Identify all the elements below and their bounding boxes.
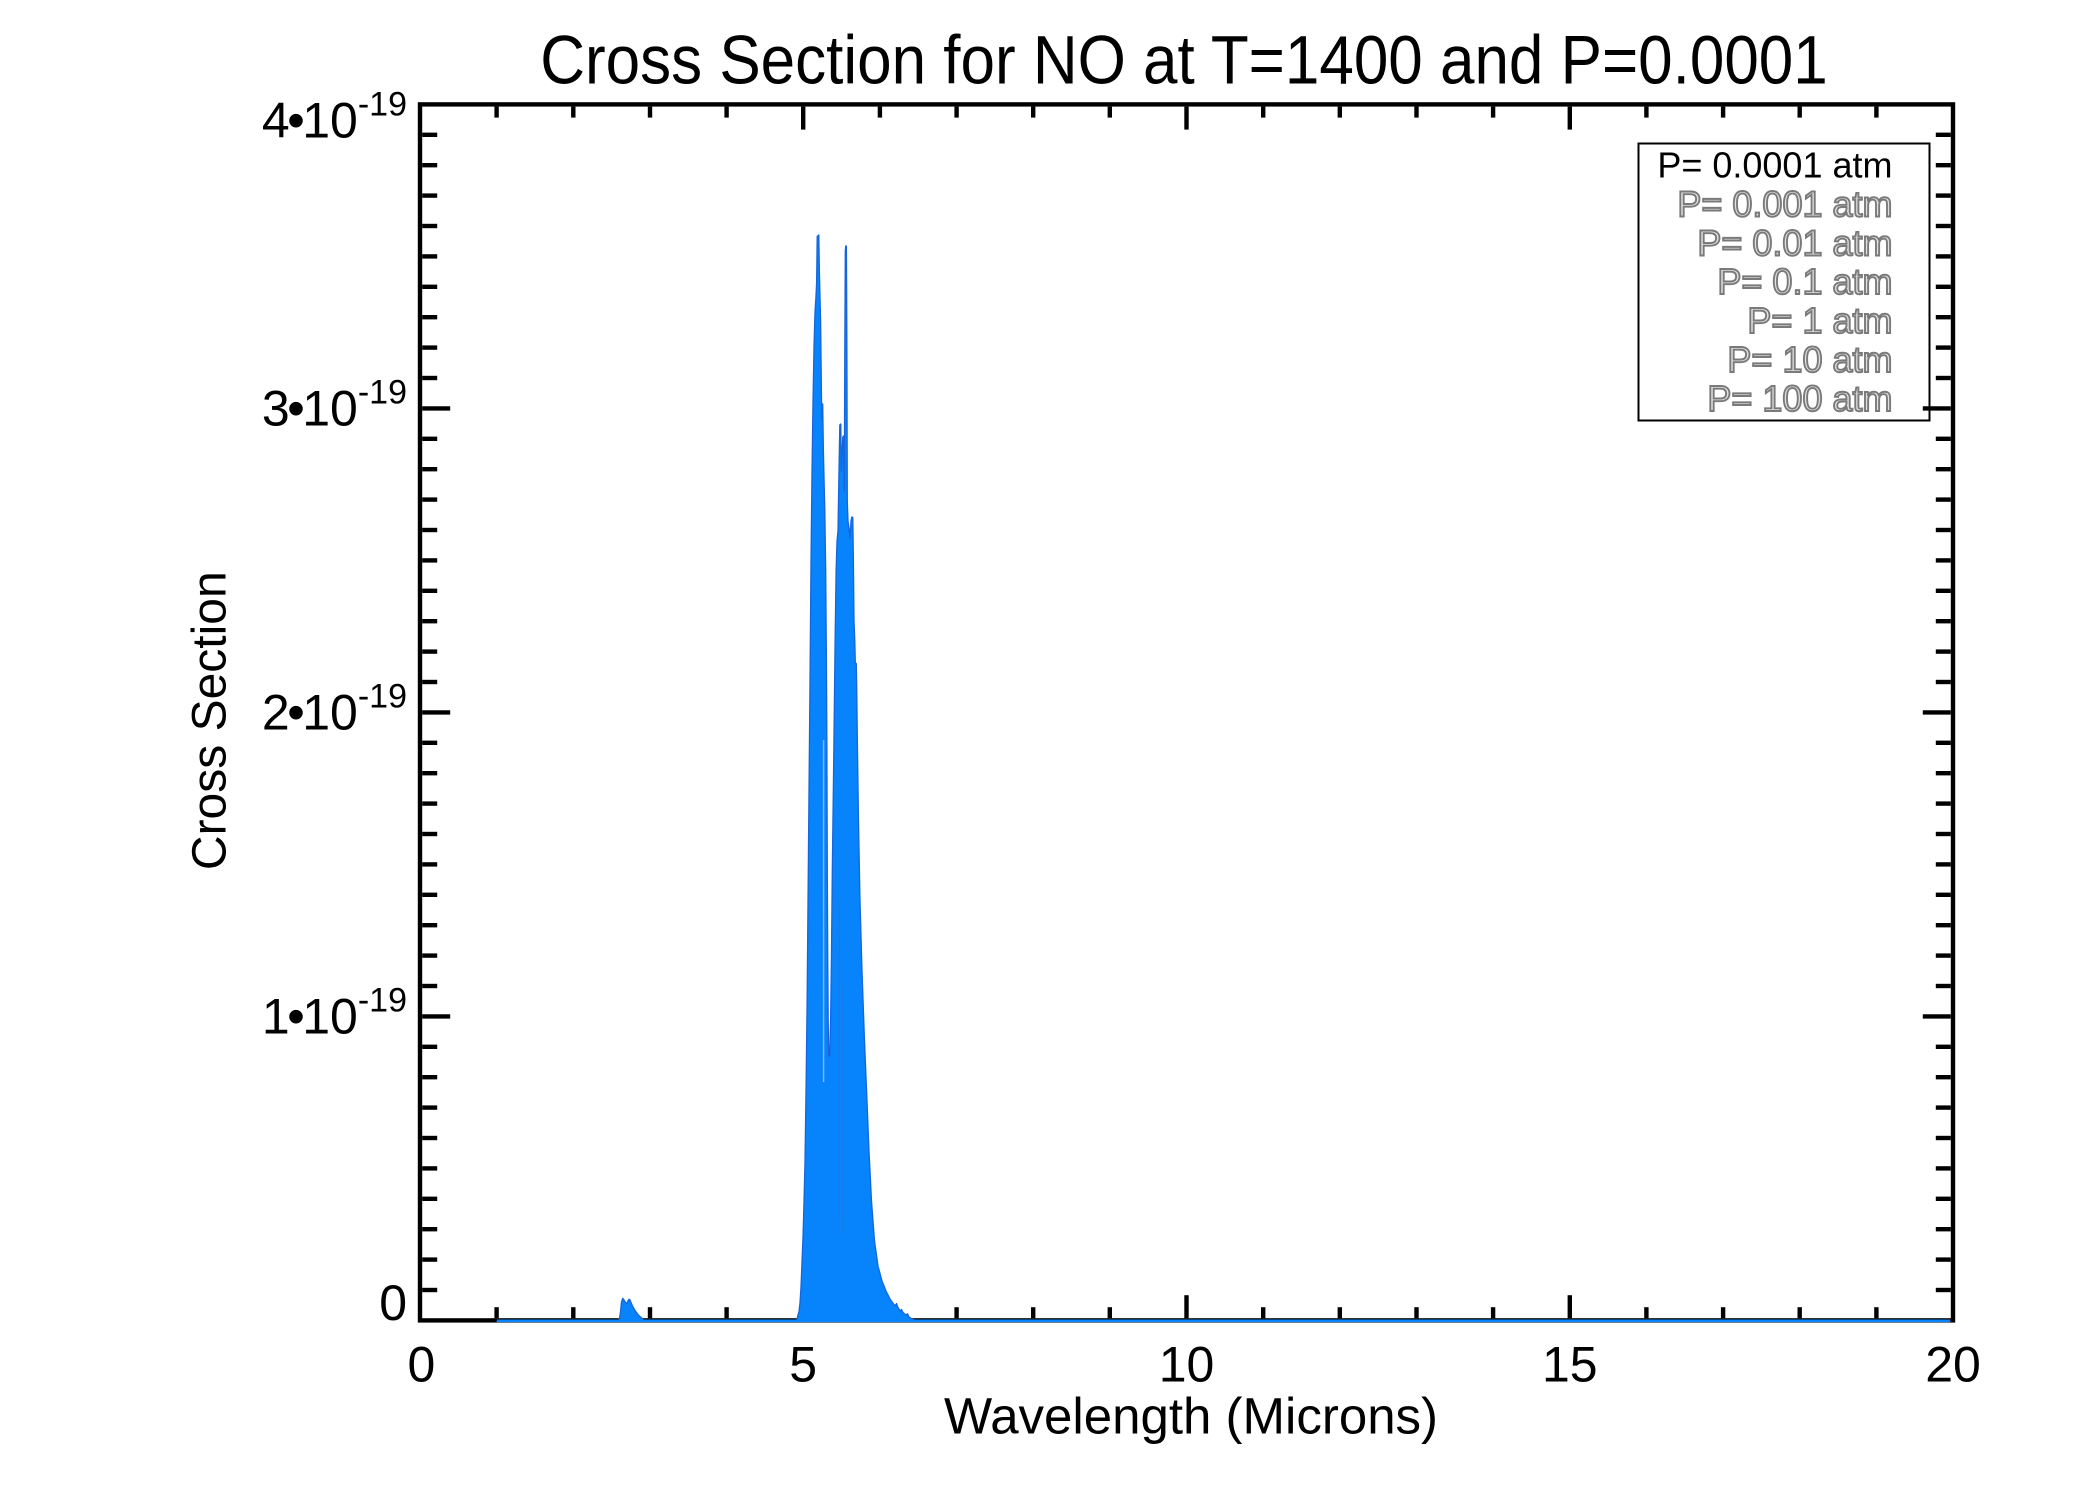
svg-text:20: 20 (1925, 1336, 1981, 1392)
svg-text:2•10-19: 2•10-19 (262, 677, 407, 740)
svg-text:P= 1 atm: P= 1 atm (1747, 300, 1892, 341)
svg-text:3•10-19: 3•10-19 (262, 373, 407, 436)
svg-text:10: 10 (1159, 1336, 1215, 1392)
svg-text:P= 100 atm: P= 100 atm (1707, 378, 1892, 419)
svg-text:Wavelength (Microns): Wavelength (Microns) (944, 1387, 1438, 1444)
svg-text:5: 5 (789, 1336, 817, 1392)
svg-text:P= 10 atm: P= 10 atm (1727, 339, 1892, 380)
svg-text:P= 0.1 atm: P= 0.1 atm (1717, 261, 1892, 302)
svg-text:Cross Section for NO at T=1400: Cross Section for NO at T=1400 and P=0.0… (540, 22, 1828, 98)
svg-text:0: 0 (407, 1336, 435, 1392)
svg-text:Cross Section: Cross Section (184, 571, 237, 870)
svg-text:P= 0.0001 atm: P= 0.0001 atm (1657, 145, 1892, 186)
svg-text:P= 0.001 atm: P= 0.001 atm (1677, 183, 1892, 224)
svg-text:P= 0.01 atm: P= 0.01 atm (1697, 222, 1892, 263)
svg-text:15: 15 (1542, 1336, 1598, 1392)
svg-text:0: 0 (379, 1275, 407, 1331)
